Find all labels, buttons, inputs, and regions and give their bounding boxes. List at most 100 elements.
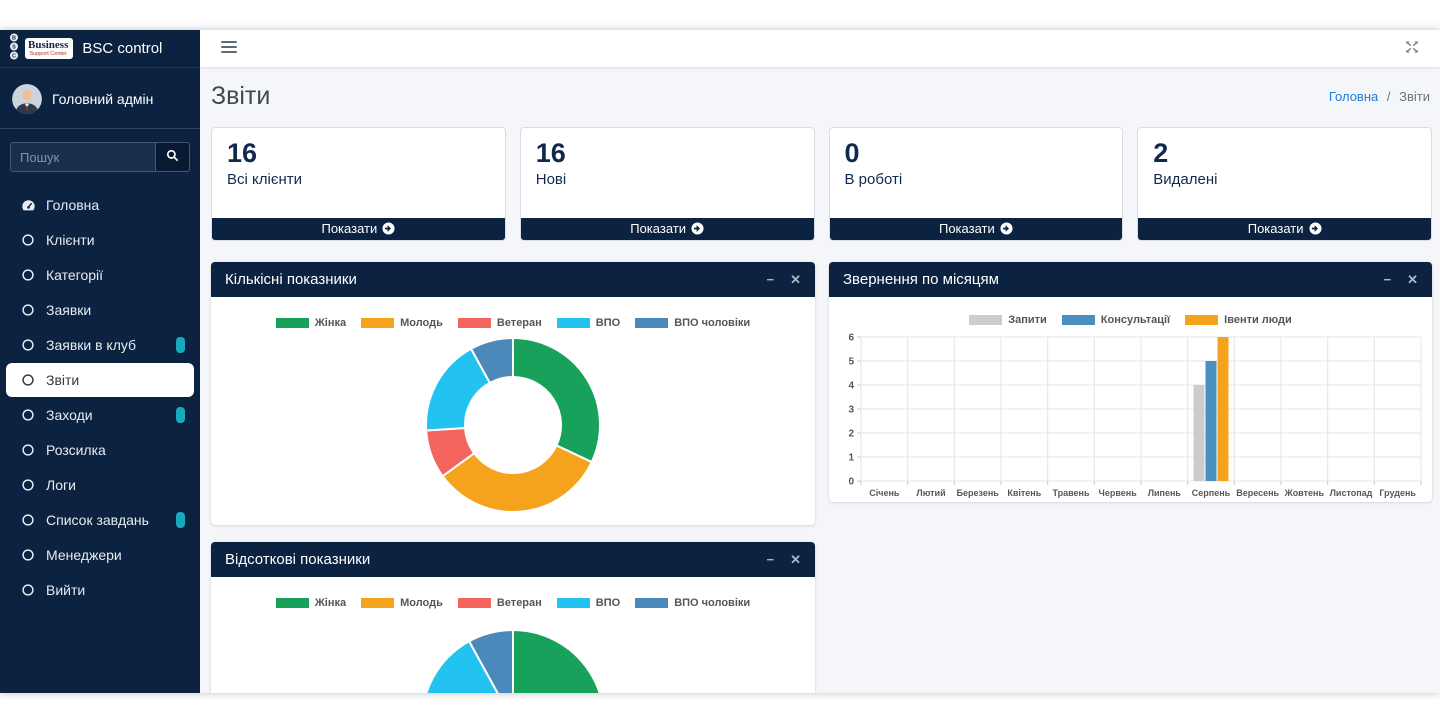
legend-item[interactable]: Запити xyxy=(969,314,1047,326)
legend-item[interactable]: Консультації xyxy=(1061,314,1171,326)
legend-item[interactable]: Ветеран xyxy=(457,317,542,329)
show-button[interactable]: Показати xyxy=(829,218,1123,240)
legend-item[interactable]: Жінка xyxy=(275,597,346,609)
sidebar-item-label: Вийти xyxy=(46,582,86,598)
legend-item[interactable]: ВПО xyxy=(556,597,620,609)
legend-label: Ветеран xyxy=(496,597,542,609)
sidebar-item-label: Заходи xyxy=(46,407,93,423)
app-name: BSC control xyxy=(82,40,163,57)
circle-icon xyxy=(20,267,36,283)
breadcrumb-home-link[interactable]: Головна xyxy=(1328,89,1379,104)
user-profile[interactable]: Головний адмін xyxy=(0,68,200,126)
legend-item[interactable]: ВПО чоловіки xyxy=(635,317,750,329)
sidebar-item-7[interactable]: Заходи xyxy=(6,398,194,432)
breadcrumb: Головна / Звіти xyxy=(1329,89,1430,104)
svg-text:2: 2 xyxy=(848,429,854,440)
search-input[interactable] xyxy=(11,143,155,171)
svg-text:Квітень: Квітень xyxy=(1007,488,1041,498)
circle-icon xyxy=(20,512,36,528)
legend-label: Консультації xyxy=(1100,314,1171,326)
show-button[interactable]: Показати xyxy=(1138,218,1431,240)
sidebar-item-label: Список завдань xyxy=(46,512,149,528)
legend-item[interactable]: Івенти люди xyxy=(1185,314,1292,326)
sidebar-item-1[interactable]: Головна xyxy=(6,188,194,222)
sidebar-item-6[interactable]: Звіти xyxy=(6,363,194,397)
panel-header: Звернення по місяцям − ✕ xyxy=(829,262,1432,297)
fullscreen-button[interactable] xyxy=(1401,36,1423,61)
breadcrumb-current: Звіти xyxy=(1399,89,1430,104)
close-icon[interactable]: ✕ xyxy=(1407,272,1418,287)
svg-text:C: C xyxy=(12,53,16,59)
panel-body: Запити Консультації Івенти люди 0 1 2 3 4 5 6 Січ… xyxy=(829,297,1432,502)
panel-monthly: Звернення по місяцям − ✕ Запити Консульта… xyxy=(829,262,1432,502)
legend-color-swatch xyxy=(457,598,491,608)
donut-chart xyxy=(425,337,601,513)
legend-item[interactable]: Молодь xyxy=(361,317,443,329)
close-icon[interactable]: ✕ xyxy=(790,272,801,287)
sidebar-item-label: Головна xyxy=(46,197,100,213)
svg-text:Серпень: Серпень xyxy=(1191,488,1230,498)
minimize-icon[interactable]: − xyxy=(766,552,775,567)
topbar xyxy=(200,30,1440,68)
sidebar-item-label: Менеджери xyxy=(46,547,122,563)
slice-ВПО xyxy=(425,640,499,693)
circle-icon xyxy=(20,372,36,388)
sidebar-item-4[interactable]: Заявки xyxy=(6,293,194,327)
legend-label: ВПО чоловіки xyxy=(674,317,751,329)
show-button[interactable]: Показати xyxy=(520,218,814,240)
page-title: Звіти xyxy=(211,82,271,110)
legend-color-swatch xyxy=(457,318,491,328)
stat-value: 2 xyxy=(1153,138,1169,168)
sidebar-item-10[interactable]: Список завдань xyxy=(6,503,194,537)
sidebar-item-8[interactable]: Розсилка xyxy=(6,433,194,467)
bar-Консультації xyxy=(1205,361,1216,481)
chart-legend: Жінка Молодь Ветеран ВПО ВПО чоловіки xyxy=(211,317,815,329)
stat-card-body: 2 Видалені xyxy=(1138,128,1431,218)
arrow-circle-right-icon xyxy=(691,222,704,235)
sidebar-item-5[interactable]: Заявки в клуб xyxy=(6,328,194,362)
legend-color-swatch xyxy=(556,318,590,328)
legend-item[interactable]: Ветеран xyxy=(457,597,542,609)
minimize-icon[interactable]: − xyxy=(766,272,775,287)
svg-text:6: 6 xyxy=(848,333,854,344)
stat-card-4: 2 Видалені Показати xyxy=(1137,127,1432,241)
search-button[interactable] xyxy=(155,143,189,171)
legend-item[interactable]: Молодь xyxy=(361,597,443,609)
menu-toggle-button[interactable] xyxy=(217,36,241,61)
sidebar-item-11[interactable]: Менеджери xyxy=(6,538,194,572)
slice-ВПО чоловіки xyxy=(470,337,514,384)
legend-color-swatch xyxy=(275,318,309,328)
sidebar-item-3[interactable]: Категорії xyxy=(6,258,194,292)
hamburger-icon xyxy=(221,40,237,57)
sidebar-item-9[interactable]: Логи xyxy=(6,468,194,502)
slice-Жінка xyxy=(512,337,601,464)
sidebar-item-2[interactable]: Клієнти xyxy=(6,223,194,257)
minimize-icon[interactable]: − xyxy=(1383,272,1392,287)
sidebar-item-label: Звіти xyxy=(46,372,80,388)
legend-item[interactable]: ВПО xyxy=(556,317,620,329)
logo-text-support-center: Support Center xyxy=(29,50,67,57)
svg-text:Червень: Червень xyxy=(1098,488,1137,498)
svg-text:4: 4 xyxy=(848,381,854,392)
logo-text-business: Business xyxy=(28,38,69,51)
legend-item[interactable]: Жінка xyxy=(275,317,346,329)
legend-color-swatch xyxy=(275,598,309,608)
show-button-label: Показати xyxy=(1247,221,1304,236)
sidebar-item-label: Заявки в клуб xyxy=(46,337,137,353)
stat-label: Нові xyxy=(535,171,567,189)
show-button-label: Показати xyxy=(630,221,686,236)
panel-title: Кількісні показники xyxy=(225,271,357,288)
legend-item[interactable]: ВПО чоловіки xyxy=(635,597,750,609)
sidebar-item-label: Заявки xyxy=(46,302,92,318)
svg-text:Листопад: Листопад xyxy=(1329,488,1372,498)
panel-body: Жінка Молодь Ветеран ВПО ВПО чоловіки xyxy=(211,297,815,525)
show-button[interactable]: Показати xyxy=(212,218,505,240)
sidebar-item-12[interactable]: Вийти xyxy=(6,573,194,607)
legend-label: Запити xyxy=(1008,314,1047,326)
stat-label: Видалені xyxy=(1153,171,1218,189)
circle-icon xyxy=(20,407,36,423)
close-icon[interactable]: ✕ xyxy=(790,552,801,567)
